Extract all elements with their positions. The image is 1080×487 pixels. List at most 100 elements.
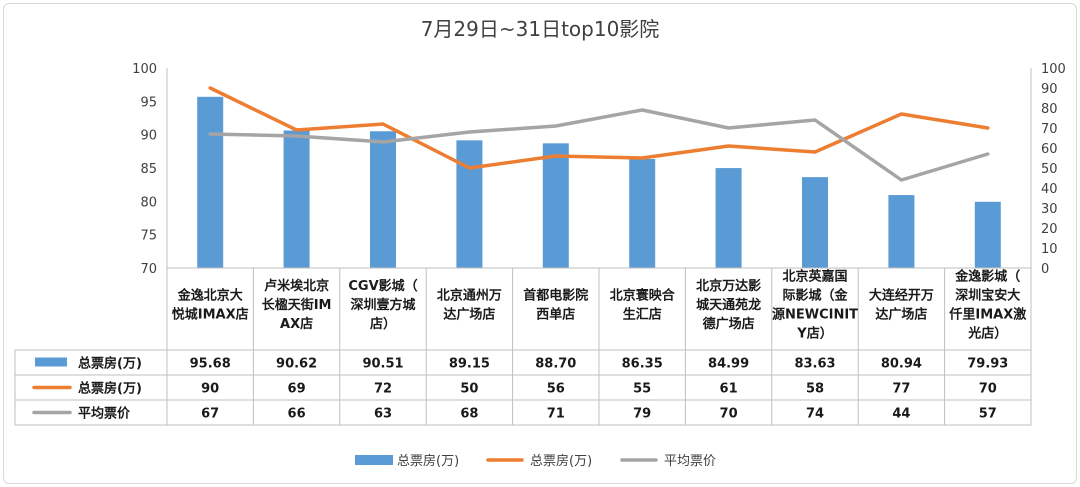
bar <box>542 143 569 268</box>
category-label: CGV影城（ <box>348 278 417 294</box>
bar <box>283 130 310 268</box>
bar-series <box>197 96 1001 268</box>
category-label: 达广场店 <box>443 307 495 323</box>
y-right-tick-label: 50 <box>1041 162 1058 177</box>
y-right-tick-label: 10 <box>1041 242 1058 257</box>
table-cell: 86.35 <box>622 357 663 372</box>
category-label: 北京万达影 <box>696 278 761 294</box>
category-label: 西单店 <box>536 307 575 323</box>
axes: 70 75 80 85 90 95 100 0 10 20 30 40 50 60 70 80 90 100 <box>132 62 1066 277</box>
table-cell: 70 <box>720 407 738 422</box>
table-cell: 69 <box>288 382 306 397</box>
chart-title: 7月29日~31日top10影院 <box>421 17 660 41</box>
category-label: 首都电影院 <box>523 288 588 304</box>
table-cell: 77 <box>892 382 910 397</box>
category-label: 北京寰映合 <box>610 288 676 304</box>
category-label: 城天通苑龙 <box>696 297 761 313</box>
y-right-tick-label: 70 <box>1041 122 1058 137</box>
table-cell: 90.51 <box>362 357 403 372</box>
bar <box>197 96 224 268</box>
bar <box>974 201 1001 268</box>
table-cell: 67 <box>201 407 219 422</box>
table-cell: 79 <box>633 407 651 422</box>
category-label: 生汇店 <box>623 307 662 323</box>
table-cell: 89.15 <box>449 357 490 372</box>
y-right-tick-label: 20 <box>1041 222 1058 237</box>
table-cell: 58 <box>806 382 824 397</box>
bar <box>715 168 742 268</box>
table-row-label: 平均票价 <box>78 406 131 422</box>
category-label: 悦城IMAX店 <box>172 307 249 323</box>
y-right-tick-label: 60 <box>1041 142 1058 157</box>
bar <box>802 177 828 268</box>
table-cell: 83.63 <box>794 357 835 372</box>
bar <box>888 195 915 268</box>
category-label: 深圳壹方城 <box>350 297 415 313</box>
table-key-bar <box>35 357 67 367</box>
table-cell: 80.94 <box>881 357 922 372</box>
table-cell: 71 <box>547 407 565 422</box>
y-right-tick-label: 40 <box>1041 182 1058 197</box>
category-label: 达广场店 <box>875 307 927 323</box>
y-left-tick-label: 80 <box>140 195 157 210</box>
category-label: 仟里IMAX激 <box>948 307 1027 323</box>
y-left-tick-label: 85 <box>140 162 157 177</box>
y-right-tick-label: 100 <box>1041 62 1066 77</box>
category-label: 金逸北京大 <box>177 288 243 304</box>
category-label: 北京通州万 <box>437 288 502 304</box>
table-cell: 72 <box>374 382 392 397</box>
y-left-tick-label: 70 <box>140 262 157 277</box>
y-right-tick-label: 80 <box>1041 102 1058 117</box>
y-left-tick-label: 75 <box>140 229 157 244</box>
legend-label: 总票房(万) <box>530 453 592 469</box>
table-row-label: 总票房(万) <box>78 356 142 372</box>
bar <box>456 140 483 268</box>
table-cell: 50 <box>460 382 478 397</box>
table-cell: 74 <box>806 407 824 422</box>
category-label: 深圳宝安大 <box>955 288 1020 304</box>
legend-label: 总票房(万) <box>397 453 459 469</box>
table-cell: 63 <box>374 407 392 422</box>
y-left-tick-label: 90 <box>140 129 157 144</box>
y-right-tick-label: 0 <box>1041 262 1049 277</box>
legend-label: 平均票价 <box>664 454 716 469</box>
table-cell: 55 <box>633 382 651 397</box>
table-cell: 61 <box>720 382 738 397</box>
line-total-box-office <box>208 86 990 170</box>
line-average-price <box>208 108 990 182</box>
category-label: 德广场店 <box>703 316 755 332</box>
table-cell: 90 <box>201 382 219 397</box>
table-cell: 57 <box>979 407 997 422</box>
category-label: 北京英嘉国 <box>782 269 847 285</box>
table-cell: 44 <box>892 407 910 422</box>
legend: 总票房(万) 总票房(万) 平均票价 <box>355 453 716 469</box>
table-cell: 88.70 <box>535 357 576 372</box>
category-label: 店） <box>370 316 396 332</box>
table-cell: 68 <box>460 407 478 422</box>
category-label: 大连经开万 <box>869 288 934 304</box>
category-label: Y店） <box>796 326 832 342</box>
category-label: 卢米埃北京 <box>264 278 329 294</box>
category-label: AX店 <box>280 316 313 332</box>
category-label: 光店） <box>967 326 1007 342</box>
category-label: 际影城（金 <box>782 288 848 304</box>
legend-key-bar <box>355 455 393 465</box>
category-label: 金逸影城（ <box>954 269 1020 285</box>
y-right-tick-label: 30 <box>1041 202 1058 217</box>
table-cell: 56 <box>547 382 565 397</box>
table-row-label: 总票房(万) <box>78 381 142 397</box>
y-left-tick-label: 95 <box>140 95 157 110</box>
y-left-tick-label: 100 <box>132 62 157 77</box>
y-right-tick-label: 90 <box>1041 82 1058 97</box>
bar <box>370 131 396 268</box>
table-cell: 84.99 <box>708 357 749 372</box>
bar <box>629 159 656 268</box>
line-series <box>208 86 990 182</box>
table-cell: 95.68 <box>190 357 231 372</box>
category-label: 源NEWCINIT <box>772 307 858 323</box>
table-cell: 66 <box>288 407 306 422</box>
table-cell: 79.93 <box>967 357 1008 372</box>
table-cell: 70 <box>979 382 997 397</box>
